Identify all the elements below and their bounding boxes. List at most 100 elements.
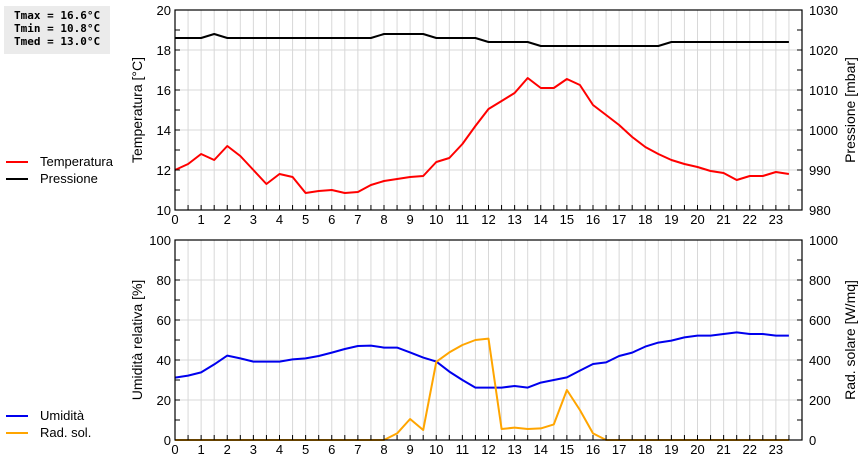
x-tick-label: 16: [586, 212, 600, 227]
x-tick-label: 7: [354, 212, 361, 227]
y2-axis-title: Rad. solare [W/mq]: [842, 280, 858, 400]
x-tick-label: 18: [638, 442, 652, 457]
x-tick-label: 22: [743, 442, 757, 457]
y2-tick-label: 980: [809, 203, 831, 218]
temperature-pressure-chart: 0 1 2 3 4 5 6 7 8 9 10 11 12 13 14 15 16 17 18 19 20 21 22 2310…: [129, 3, 858, 227]
x-tick-label: 20: [690, 212, 704, 227]
y2-tick-label: 1000: [809, 123, 838, 138]
x-tick-label: 23: [769, 212, 783, 227]
stat-tmed: Tmed = 13.0°C: [14, 35, 101, 48]
x-tick-label: 7: [354, 442, 361, 457]
x-tick-label: 11: [456, 212, 470, 227]
x-tick-label: 11: [456, 442, 470, 457]
x-tick-label: 1: [198, 442, 205, 457]
y2-tick-label: 1030: [809, 3, 838, 18]
x-tick-label: 21: [716, 442, 730, 457]
x-tick-label: 12: [481, 212, 495, 227]
y-tick-label: 60: [157, 313, 171, 328]
y2-tick-label: 1010: [809, 83, 838, 98]
y-tick-label: 40: [157, 353, 171, 368]
x-tick-label: 10: [429, 212, 443, 227]
legend-item-temperature: Temperatura: [6, 153, 113, 170]
x-tick-label: 15: [560, 442, 574, 457]
radiation-swatch-icon: [6, 431, 28, 434]
x-tick-label: 16: [586, 442, 600, 457]
x-tick-label: 19: [664, 442, 678, 457]
x-tick-label: 4: [276, 212, 283, 227]
legend-bottom: Umidità Rad. sol.: [6, 407, 91, 441]
stat-tmax: Tmax = 16.6°C: [14, 9, 101, 22]
x-tick-label: 2: [224, 442, 231, 457]
x-tick-label: 14: [534, 212, 548, 227]
stat-tmin: Tmin = 10.8°C: [14, 22, 101, 35]
y2-tick-label: 800: [809, 273, 831, 288]
stats-box: Tmax = 16.6°C Tmin = 10.8°C Tmed = 13.0°…: [4, 6, 110, 54]
series-line-0: [174, 331, 789, 389]
x-tick-label: 8: [380, 442, 387, 457]
x-tick-label: 1: [198, 212, 205, 227]
legend-label-humidity: Umidità: [40, 408, 85, 423]
y-tick-label: 20: [157, 3, 171, 18]
y2-tick-label: 600: [809, 313, 831, 328]
y-axis-title: Temperatura [°C]: [129, 57, 145, 163]
legend-label-temperature: Temperatura: [40, 154, 113, 169]
y2-tick-label: 200: [809, 393, 831, 408]
y2-tick-label: 1000: [809, 233, 838, 248]
y-tick-label: 100: [149, 233, 171, 248]
legend-item-pressure: Pressione: [6, 170, 113, 187]
y-tick-label: 10: [157, 203, 171, 218]
y-tick-label: 14: [157, 123, 171, 138]
series-line-1: [175, 337, 789, 441]
x-tick-label: 18: [638, 212, 652, 227]
y2-axis-title: Pressione [mbar]: [842, 57, 858, 163]
legend-top: Temperatura Pressione: [6, 153, 113, 187]
y2-tick-label: 0: [809, 433, 816, 448]
y-tick-label: 0: [164, 433, 171, 448]
legend-label-pressure: Pressione: [40, 171, 98, 186]
x-tick-label: 23: [769, 442, 783, 457]
x-tick-label: 9: [407, 442, 414, 457]
x-tick-label: 3: [250, 212, 257, 227]
x-tick-label: 0: [171, 212, 178, 227]
x-tick-label: 17: [612, 212, 626, 227]
y-axis-title: Umidità relativa [%]: [129, 280, 145, 401]
legend-item-humidity: Umidità: [6, 407, 91, 424]
x-tick-label: 2: [224, 212, 231, 227]
x-tick-label: 5: [302, 442, 309, 457]
x-tick-label: 14: [534, 442, 548, 457]
x-tick-label: 3: [250, 442, 257, 457]
y2-tick-label: 400: [809, 353, 831, 368]
pressure-swatch-icon: [6, 177, 28, 180]
x-tick-label: 15: [560, 212, 574, 227]
y-tick-label: 18: [157, 43, 171, 58]
humidity-swatch-icon: [6, 414, 28, 417]
x-tick-label: 4: [276, 442, 283, 457]
legend-label-radiation: Rad. sol.: [40, 425, 92, 440]
x-tick-label: 9: [407, 212, 414, 227]
y2-tick-label: 1020: [809, 43, 838, 58]
x-tick-label: 0: [171, 442, 178, 457]
x-tick-label: 19: [664, 212, 678, 227]
series-line-0: [174, 77, 790, 194]
x-tick-label: 21: [716, 212, 730, 227]
x-tick-label: 6: [328, 212, 335, 227]
y-tick-label: 12: [157, 163, 171, 178]
humidity-radiation-chart: 0 1 2 3 4 5 6 7 8 9 10 11 12 13 14 15 16 17 18 19 20 21 22 2302…: [129, 233, 858, 457]
x-tick-label: 5: [302, 212, 309, 227]
x-tick-label: 13: [507, 442, 521, 457]
y-tick-label: 80: [157, 273, 171, 288]
x-tick-label: 17: [612, 442, 626, 457]
x-tick-label: 20: [690, 442, 704, 457]
y2-tick-label: 990: [809, 163, 831, 178]
x-tick-label: 12: [481, 442, 495, 457]
x-tick-label: 10: [429, 442, 443, 457]
x-tick-label: 6: [328, 442, 335, 457]
x-tick-label: 13: [507, 212, 521, 227]
series-line-1: [175, 33, 789, 47]
x-tick-label: 22: [743, 212, 757, 227]
legend-item-radiation: Rad. sol.: [6, 424, 91, 441]
y-tick-label: 16: [157, 83, 171, 98]
x-tick-label: 8: [380, 212, 387, 227]
temperature-swatch-icon: [6, 160, 28, 163]
